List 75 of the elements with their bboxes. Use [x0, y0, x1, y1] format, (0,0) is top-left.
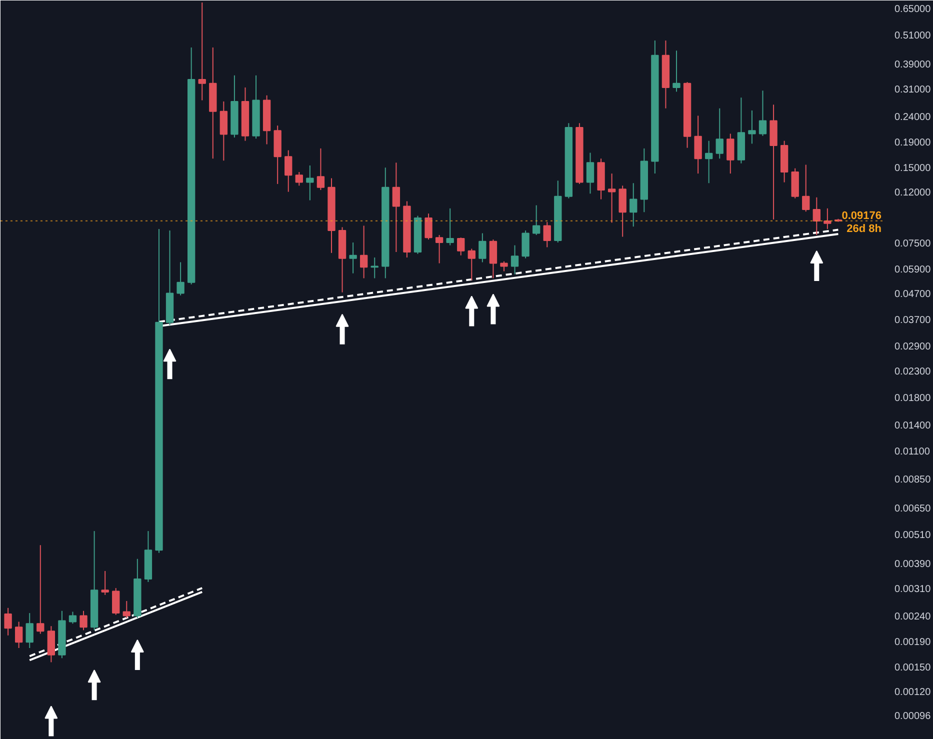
- candlestick: [672, 50, 680, 92]
- y-tick-label: 0.00120: [894, 686, 932, 698]
- candlestick: [705, 140, 713, 184]
- y-tick-label: 0.00390: [894, 559, 932, 570]
- candlestick: [47, 626, 56, 663]
- candlestick: [316, 148, 325, 191]
- y-tick-label: 0.15000: [894, 163, 932, 174]
- candlestick: [468, 248, 476, 281]
- candlestick: [4, 607, 12, 636]
- candlestick: [522, 230, 530, 259]
- y-tick-label: 0.00650: [894, 504, 932, 515]
- y-tick-label: 0.24000: [894, 112, 932, 124]
- candlestick: [608, 173, 616, 224]
- y-tick-label: 0.07500: [894, 238, 932, 250]
- candlestick: [392, 162, 400, 252]
- ref-line-label: 0.09176: [842, 210, 882, 222]
- candlestick: [112, 588, 120, 616]
- candlestick: [68, 611, 77, 624]
- candlestick: [424, 213, 432, 240]
- candlestick: [532, 204, 540, 236]
- candlestick: [500, 260, 508, 272]
- candlestick: [543, 222, 551, 248]
- candlestick: [284, 150, 292, 192]
- candlestick: [349, 242, 357, 274]
- candlestick: [26, 612, 34, 648]
- y-tick-label: 0.00850: [894, 474, 932, 486]
- candlestick: [122, 600, 130, 618]
- y-tick-label: 0.05900: [894, 264, 932, 276]
- candlestick: [758, 90, 767, 136]
- candlestick: [14, 621, 23, 648]
- candlestick: [824, 208, 832, 230]
- y-tick-label: 0.01100: [894, 446, 930, 458]
- candlestick: [802, 164, 810, 212]
- candlestick: [435, 234, 444, 264]
- candlestick: [176, 262, 184, 296]
- candlestick: [220, 100, 228, 162]
- candlestick: [748, 110, 756, 144]
- candlestick: [36, 544, 44, 634]
- candlestick: [630, 182, 638, 228]
- candlestick: [726, 133, 734, 174]
- candlestick: [295, 172, 303, 186]
- y-tick-label: 0.00150: [894, 662, 932, 674]
- candlestick: [478, 232, 486, 263]
- candlestick: [694, 115, 702, 174]
- y-tick-label: 0.65000: [894, 4, 932, 16]
- text: 26d 8h: [846, 222, 882, 235]
- candlestick: [618, 185, 626, 238]
- y-tick-label: 0.39000: [894, 59, 932, 70]
- y-tick-label: 0.04700: [894, 288, 932, 300]
- y-tick-label: 0.02300: [894, 366, 932, 378]
- y-tick-label: 0.00310: [894, 584, 932, 595]
- y-tick-label: 0.51000: [894, 30, 932, 42]
- candlestick: [446, 208, 454, 246]
- y-tick-label: 0.00096: [894, 711, 932, 722]
- y-tick-label: 0.00510: [894, 530, 932, 541]
- candlestick: [457, 237, 465, 256]
- candlestick: [360, 225, 368, 279]
- y-tick-label: 0.01400: [894, 420, 932, 432]
- y-tick-label: 0.19000: [894, 137, 932, 148]
- y-tick-label: 0.03700: [894, 314, 932, 326]
- candlestick: [586, 152, 594, 194]
- candlestick: [510, 244, 519, 275]
- y-tick-label: 0.01800: [894, 393, 932, 404]
- y-tick-label: 0.12000: [894, 187, 932, 198]
- candlestick: [80, 610, 88, 631]
- candlestick: [716, 108, 724, 160]
- y-tick-label: 0.00190: [894, 637, 932, 648]
- y-tick-label: 0.00240: [894, 612, 932, 623]
- candlestick: [198, 2, 206, 101]
- candlestick: [306, 164, 314, 201]
- candlestick: [101, 570, 109, 596]
- y-tick-label: 0.31000: [894, 84, 932, 96]
- y-tick-label: 0.02900: [894, 341, 932, 352]
- candlestick: [812, 196, 820, 236]
- candlestick: [489, 239, 498, 279]
